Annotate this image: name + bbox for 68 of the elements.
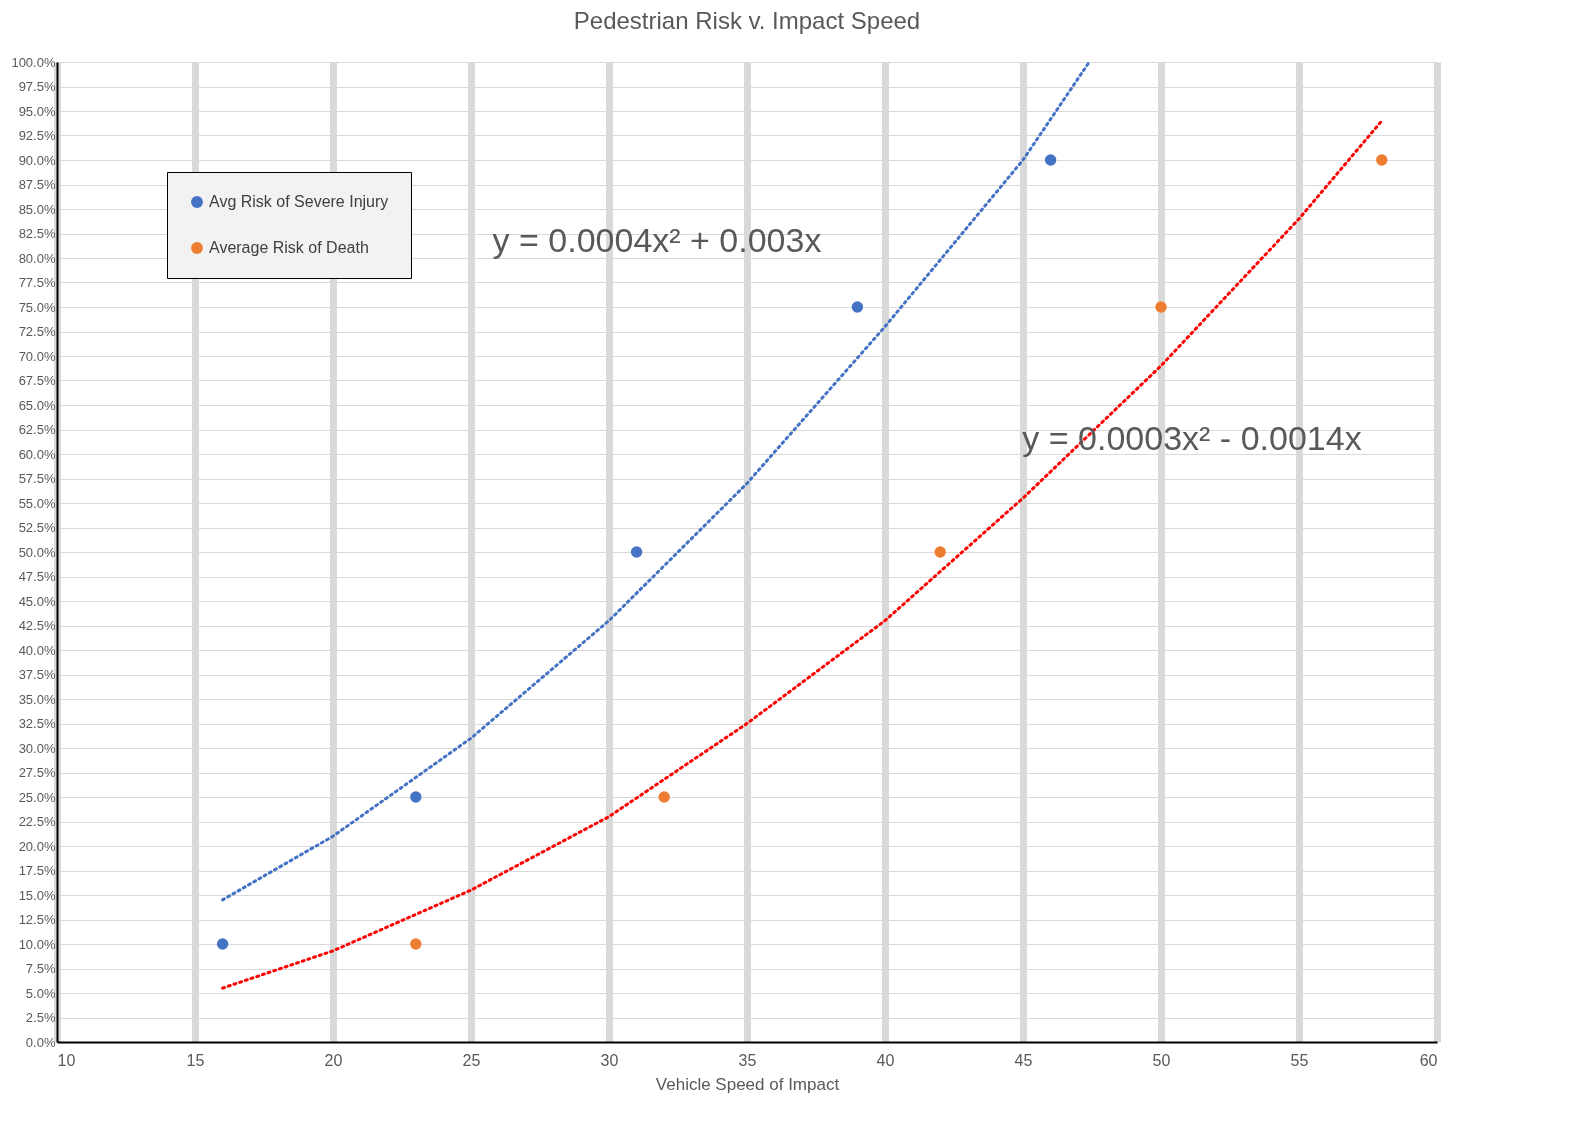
y-tick-label: 20.0% [18,838,56,854]
point [1376,154,1388,166]
y-tick-label: 15.0% [18,887,56,903]
x-tick-label: 15 [186,1051,205,1069]
y-tick-label: 35.0% [18,691,56,707]
y-tick-label: 75.0% [18,299,56,315]
point [216,938,229,950]
y-tick-label: 65.0% [18,397,56,413]
y-tick-label: 30.0% [18,740,56,756]
y-tick-label: 70.0% [18,348,56,364]
point [934,546,946,558]
y-tick-label: 57.5% [18,471,56,486]
point [658,791,670,803]
y-tick-label: 50.0% [18,544,56,560]
y-tick-label: 17.5% [18,863,56,878]
y-tick-label: 92.5% [18,128,56,143]
y-tick-label: 85.0% [18,201,56,217]
x-tick-label: 40 [876,1051,895,1069]
y-tick-label: 80.0% [18,250,56,266]
y-tick-label: 47.5% [18,569,56,584]
y-tick-label: 52.5% [18,520,56,535]
x-tick-label: 30 [600,1051,619,1069]
y-tick-label: 10.0% [18,936,56,952]
y-tick-label: 22.5% [18,814,56,829]
y-tick-label: 95.0% [18,103,56,119]
legend-label: Average Risk of Death [209,239,369,256]
y-tick-label: 72.5% [18,324,56,339]
x-tick-label: 10 [57,1051,76,1069]
x-tick-label: 20 [324,1051,343,1069]
y-tick-label: 7.5% [25,961,56,976]
y-tick-label: 32.5% [18,716,56,731]
y-tick-label: 60.0% [18,446,56,462]
y-tick-label: 42.5% [18,618,56,633]
x-tick-label: 60 [1419,1051,1438,1069]
y-tick-label: 77.5% [18,275,56,290]
y-tick-label: 67.5% [18,373,56,388]
y-tick-label: 55.0% [18,495,56,511]
x-axis-title: Vehicle Speed of Impact [655,1074,840,1094]
y-tick-label: 90.0% [18,152,56,168]
y-tick-label: 87.5% [18,177,56,192]
y-tick-label: 2.5% [25,1010,56,1025]
point [410,791,422,803]
annotation: y = 0.0003x² - 0.0014x [1022,419,1362,457]
y-tick-label: 5.0% [25,985,56,1001]
x-tick-label: 45 [1014,1051,1033,1069]
y-tick-label: 100.0% [11,54,56,70]
x-tick-label: 25 [462,1051,481,1069]
y-tick-label: 37.5% [18,667,56,682]
x-tick-label: 35 [738,1051,757,1069]
point [410,938,422,950]
y-tick-label: 97.5% [18,79,56,94]
y-tick-label: 45.0% [18,593,56,609]
y-tick-label: 40.0% [18,642,56,658]
y-tick-label: 62.5% [18,422,56,437]
y-tick-label: 12.5% [18,912,56,927]
y-tick-label: 0.0% [25,1034,56,1050]
chart-title: Pedestrian Risk v. Impact Speed [573,7,921,34]
point [1044,154,1057,166]
point [1155,301,1167,313]
y-tick-label: 27.5% [18,765,56,780]
legend-label: Avg Risk of Severe Injury [209,193,389,210]
point [630,546,643,558]
point [851,301,864,313]
y-tick-label: 25.0% [18,789,56,805]
x-tick-label: 50 [1152,1051,1171,1069]
x-tick-label: 55 [1290,1051,1309,1069]
y-tick-label: 82.5% [18,226,56,241]
annotation: y = 0.0004x² + 0.003x [492,221,822,259]
